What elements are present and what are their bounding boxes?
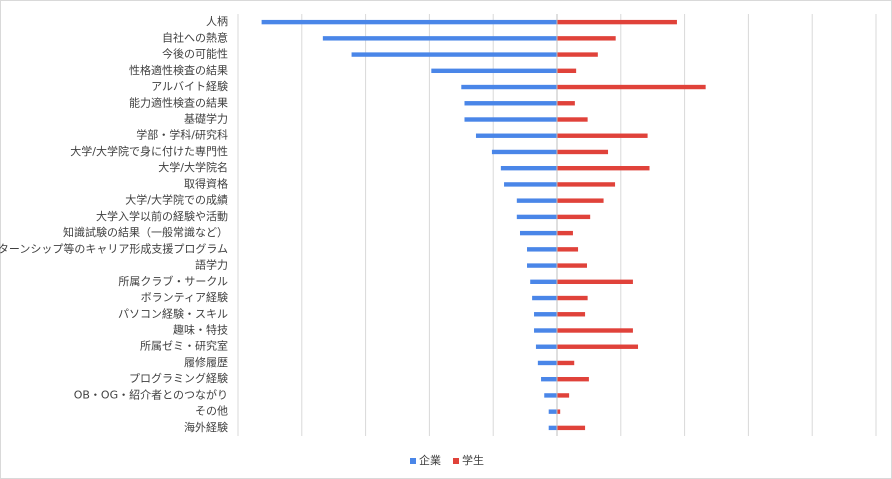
bar xyxy=(557,198,604,203)
bar xyxy=(557,312,586,317)
legend-label: 学生 xyxy=(462,453,484,467)
y-tick-label: 大学/大学院で身に付けた専門性 xyxy=(70,144,228,158)
legend-swatch xyxy=(453,458,459,464)
bar xyxy=(557,409,561,414)
bar xyxy=(557,425,586,431)
bar xyxy=(464,101,557,106)
bar xyxy=(504,182,557,187)
y-tick-label: 今後の可能性 xyxy=(162,47,228,61)
bar xyxy=(322,36,557,41)
y-tick-label: 学部・学科/研究科 xyxy=(136,128,228,142)
bar xyxy=(519,230,557,236)
bar xyxy=(557,182,616,187)
bar xyxy=(557,101,575,106)
bar xyxy=(557,165,650,171)
y-tick-label: 海外経験 xyxy=(184,420,228,434)
y-tick-label: パソコン経験・スキル xyxy=(118,306,228,320)
bar xyxy=(544,393,557,398)
bar xyxy=(548,409,557,414)
bar xyxy=(516,214,557,220)
bar xyxy=(527,263,557,268)
bar xyxy=(557,52,598,57)
bar xyxy=(527,247,557,252)
y-tick-label: プログラミング経験 xyxy=(129,371,228,385)
y-tick-label: 大学/大学院での成績 xyxy=(125,193,228,207)
bar xyxy=(557,279,633,285)
bar xyxy=(541,376,557,382)
y-tick-label: 基礎学力 xyxy=(184,112,228,126)
bar xyxy=(534,328,557,333)
bar xyxy=(351,52,557,57)
bar xyxy=(548,425,557,431)
y-tick-label: その他 xyxy=(195,405,228,418)
y-tick-label: 趣味・特技 xyxy=(173,323,228,337)
bar xyxy=(557,36,616,41)
y-tick-label: 所属クラブ・サークル xyxy=(118,274,228,288)
y-tick-label: 能力適性検査の結果 xyxy=(129,95,228,109)
legend-label: 企業 xyxy=(419,453,441,467)
bar xyxy=(557,149,609,155)
y-tick-label: 知識試験の結果（一般常識など） xyxy=(63,225,228,239)
bar xyxy=(261,19,557,25)
bar xyxy=(557,360,575,366)
bar xyxy=(461,84,557,90)
bar xyxy=(557,376,589,382)
y-tick-label: 自社への熱意 xyxy=(162,30,228,44)
bar xyxy=(534,312,557,317)
y-tick-label: 性格適性検査の結果 xyxy=(129,63,228,77)
bar xyxy=(557,214,591,220)
bar xyxy=(532,295,557,301)
y-tick-label: 所属ゼミ・研究室 xyxy=(140,339,228,353)
bar xyxy=(557,19,677,25)
bar xyxy=(516,198,557,203)
y-tick-label: 大学/大学院名 xyxy=(158,160,228,174)
bar xyxy=(557,344,639,349)
bar xyxy=(475,133,557,138)
bar xyxy=(557,328,633,333)
bar xyxy=(557,393,570,398)
bar xyxy=(557,295,588,301)
bar xyxy=(557,263,587,268)
bar xyxy=(464,117,557,122)
y-tick-label: ボランティア経験 xyxy=(141,290,228,304)
bar xyxy=(537,360,557,366)
y-tick-label: インターンシップ等のキャリア形成支援プログラム xyxy=(0,241,228,255)
bar xyxy=(557,133,648,138)
bar xyxy=(431,68,557,74)
y-tick-label: 語学力 xyxy=(195,258,228,272)
bar xyxy=(557,84,706,90)
bar xyxy=(557,247,579,252)
bar xyxy=(535,344,557,349)
y-tick-label: 人柄 xyxy=(206,15,228,28)
bar xyxy=(557,68,577,74)
bar xyxy=(500,165,557,171)
legend-swatch xyxy=(410,458,416,464)
y-tick-label: アルバイト経験 xyxy=(151,79,228,93)
bar xyxy=(491,149,557,155)
bar xyxy=(530,279,557,285)
y-tick-label: OB・OG・紹介者とのつながり xyxy=(74,387,228,401)
bar xyxy=(557,230,573,236)
y-tick-label: 大学入学以前の経験や活動 xyxy=(96,209,228,223)
y-tick-label: 取得資格 xyxy=(184,176,228,190)
y-tick-label: 履修履歴 xyxy=(184,355,228,369)
bar xyxy=(557,117,588,122)
